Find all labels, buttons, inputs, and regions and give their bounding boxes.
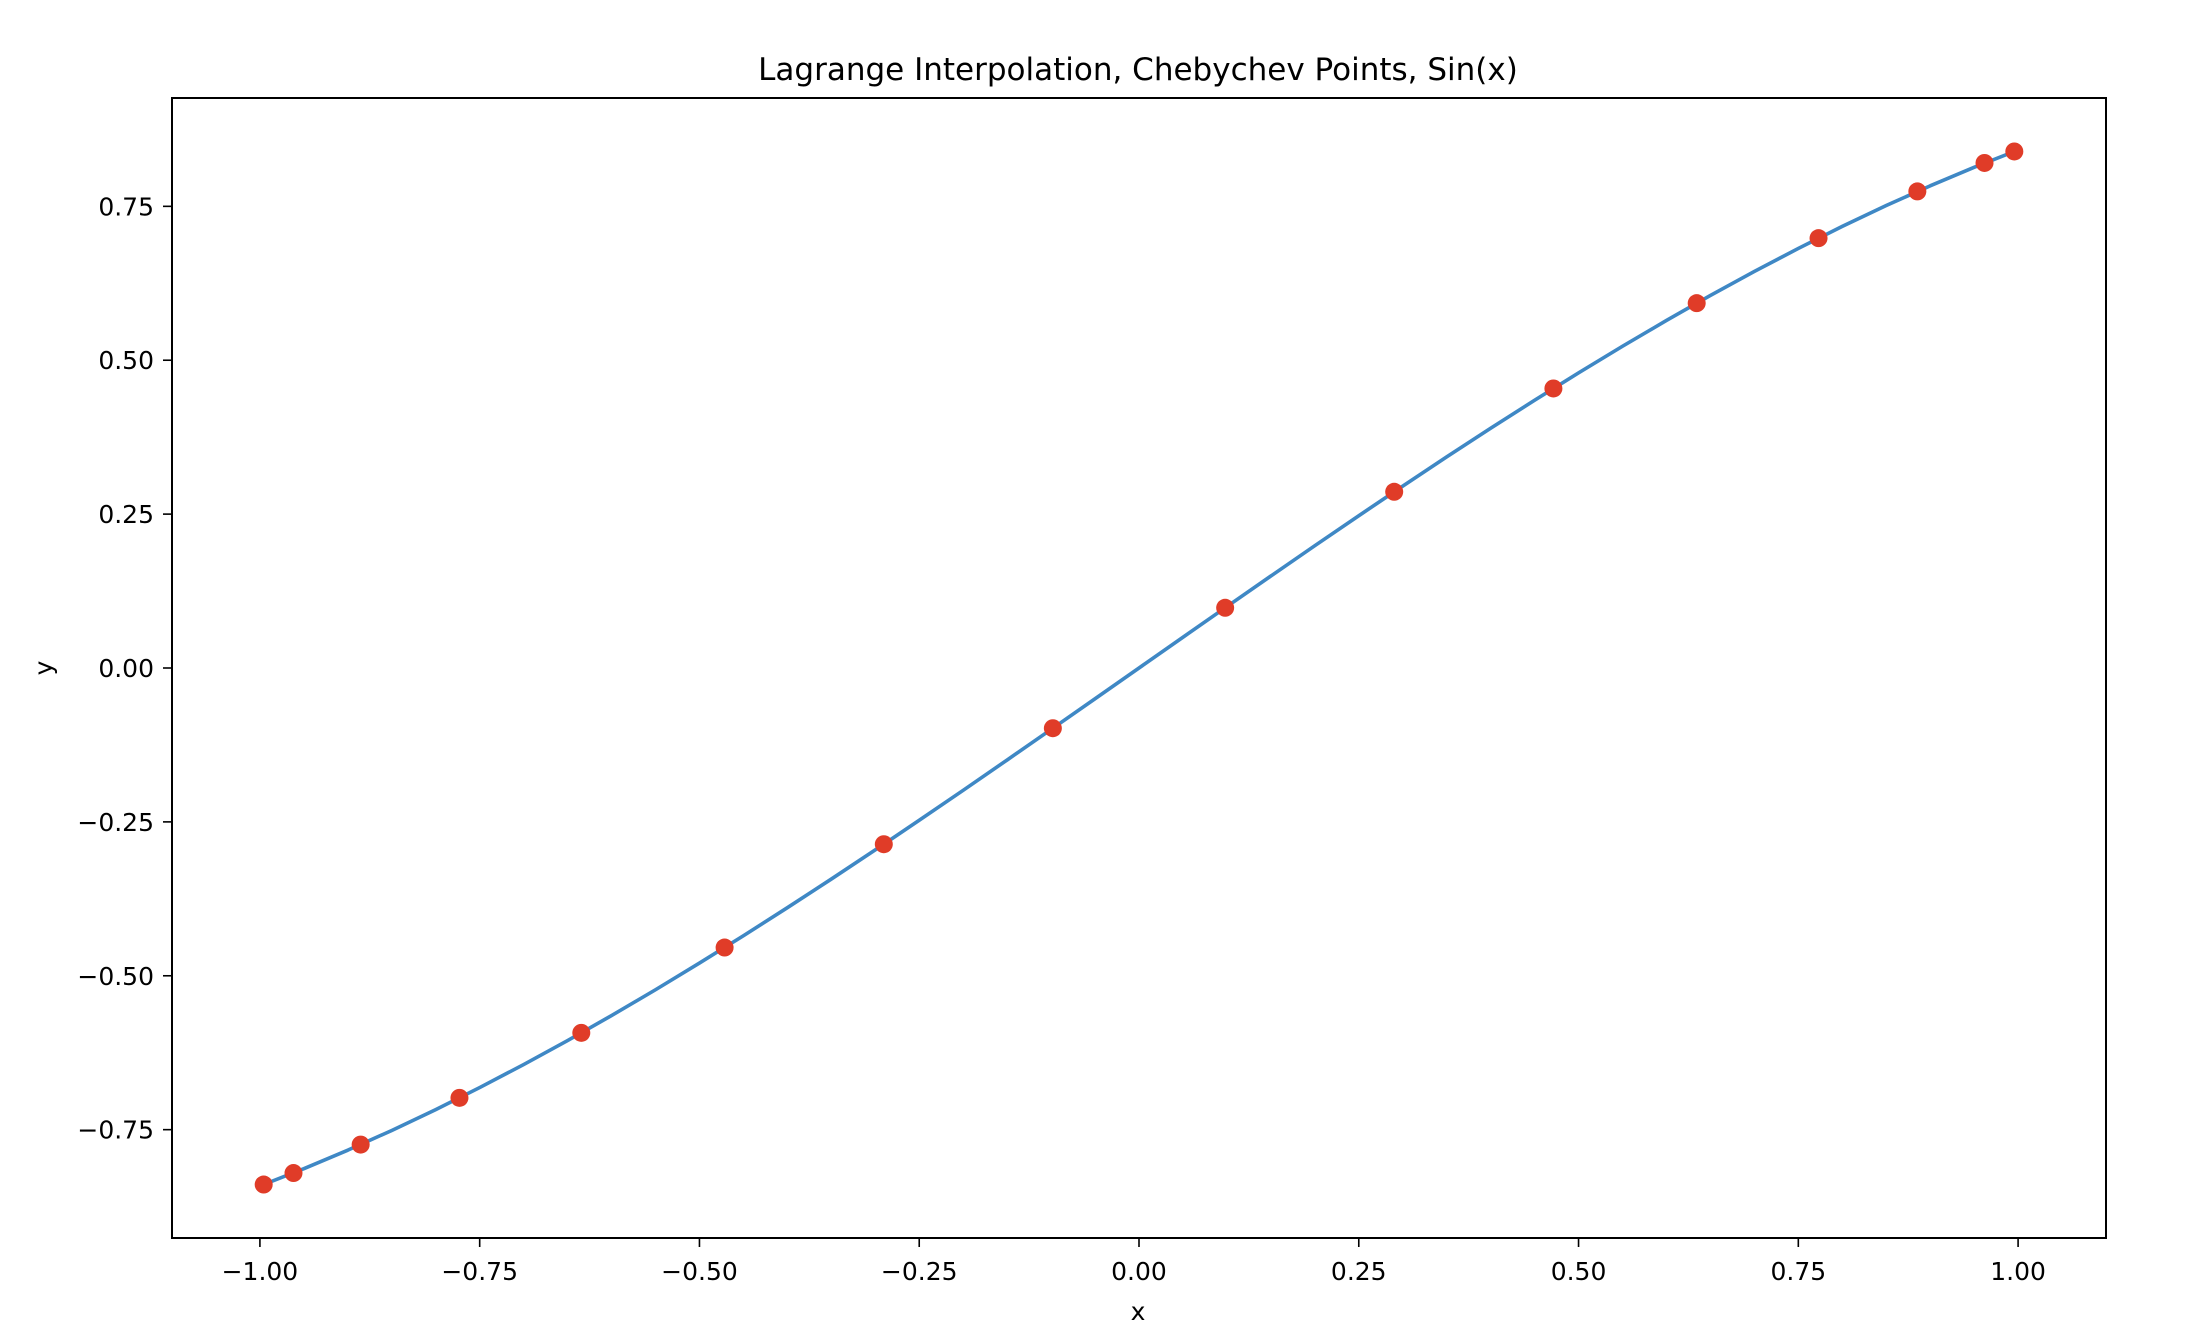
y-tick-label: 0.75 <box>98 192 154 221</box>
x-tick-label: −0.50 <box>661 1257 738 1286</box>
x-tick-label: −1.00 <box>222 1257 299 1286</box>
y-tick-label: 0.50 <box>98 346 154 375</box>
x-tick-label: 0.75 <box>1770 1257 1826 1286</box>
y-tick-label: 0.25 <box>98 500 154 529</box>
chebyshev-point <box>1809 229 1828 248</box>
interpolation-line <box>258 148 2020 1188</box>
chebyshev-point <box>1975 153 1994 172</box>
x-tick-label: 1.00 <box>1990 1257 2046 1286</box>
chebyshev-point <box>351 1135 370 1154</box>
y-axis-label: y <box>29 660 58 675</box>
x-tick-label: −0.25 <box>881 1257 958 1286</box>
x-tick-label: −0.75 <box>441 1257 518 1286</box>
chebyshev-point <box>874 835 893 854</box>
chebyshev-point <box>1544 379 1563 398</box>
x-tick-label: 0.25 <box>1331 1257 1387 1286</box>
chebyshev-point <box>2005 142 2024 161</box>
chebyshev-point <box>450 1088 469 1107</box>
chebyshev-point <box>1687 294 1706 313</box>
chebyshev-point <box>1908 182 1927 201</box>
y-tick-label: 0.00 <box>98 654 154 683</box>
plot-area <box>254 142 2024 1194</box>
chebyshev-point <box>284 1164 303 1183</box>
axis-ticks: −1.00 −0.75 −0.50 −0.25 0.00 0.25 0.50 0.75 1.00… <box>77 192 2046 1286</box>
chebyshev-point <box>572 1023 591 1042</box>
chebyshev-point <box>254 1175 273 1194</box>
chebyshev-point <box>1043 719 1062 738</box>
chart-title: Lagrange Interpolation, Chebychev Points… <box>758 52 1518 88</box>
chebyshev-point <box>715 938 734 957</box>
x-tick-label: 0.00 <box>1111 1257 1167 1286</box>
x-axis-label: x <box>1131 1297 1146 1326</box>
axes-frame <box>171 97 2107 1239</box>
y-tick-label: −0.50 <box>77 962 154 991</box>
y-tick-label: −0.25 <box>77 808 154 837</box>
chebyshev-point <box>1385 482 1404 501</box>
chebyshev-point <box>1216 598 1235 617</box>
y-tick-label: −0.75 <box>77 1116 154 1145</box>
x-tick-label: 0.50 <box>1551 1257 1607 1286</box>
